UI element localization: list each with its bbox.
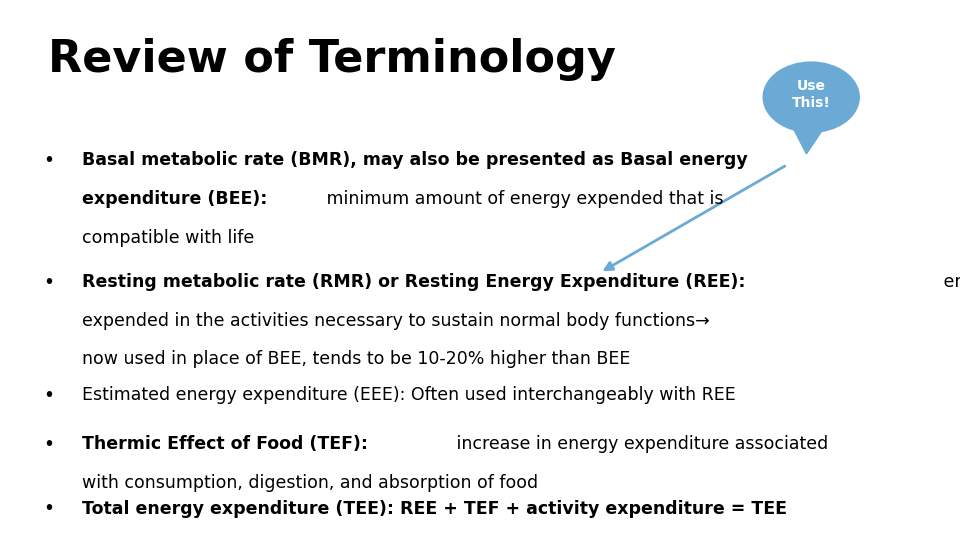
Text: increase in energy expenditure associated: increase in energy expenditure associate… <box>450 435 828 453</box>
Text: •: • <box>43 273 55 292</box>
Text: with consumption, digestion, and absorption of food: with consumption, digestion, and absorpt… <box>82 474 538 491</box>
Text: compatible with life: compatible with life <box>82 229 253 247</box>
Text: Review of Terminology: Review of Terminology <box>48 38 616 81</box>
Polygon shape <box>794 130 823 154</box>
Text: energy: energy <box>938 273 960 291</box>
Text: Estimated energy expenditure (EEE): Often used interchangeably with REE: Estimated energy expenditure (EEE): Ofte… <box>82 386 735 404</box>
Ellipse shape <box>763 62 859 132</box>
Text: minimum amount of energy expended that is: minimum amount of energy expended that i… <box>321 190 723 208</box>
Text: Use
This!: Use This! <box>792 79 830 110</box>
Text: Total energy expenditure (TEE): REE + TEF + activity expenditure = TEE: Total energy expenditure (TEE): REE + TE… <box>82 500 786 517</box>
Text: expenditure (BEE):: expenditure (BEE): <box>82 190 267 208</box>
Text: •: • <box>43 435 55 454</box>
Text: now used in place of BEE, tends to be 10-20% higher than BEE: now used in place of BEE, tends to be 10… <box>82 350 630 368</box>
Text: expended in the activities necessary to sustain normal body functions→: expended in the activities necessary to … <box>82 312 709 329</box>
Text: Basal metabolic rate (BMR), may also be presented as Basal energy: Basal metabolic rate (BMR), may also be … <box>82 151 747 169</box>
Text: •: • <box>43 500 55 518</box>
Text: •: • <box>43 386 55 405</box>
Text: Thermic Effect of Food (TEF):: Thermic Effect of Food (TEF): <box>82 435 368 453</box>
Text: •: • <box>43 151 55 170</box>
Text: Resting metabolic rate (RMR) or Resting Energy Expenditure (REE):: Resting metabolic rate (RMR) or Resting … <box>82 273 745 291</box>
